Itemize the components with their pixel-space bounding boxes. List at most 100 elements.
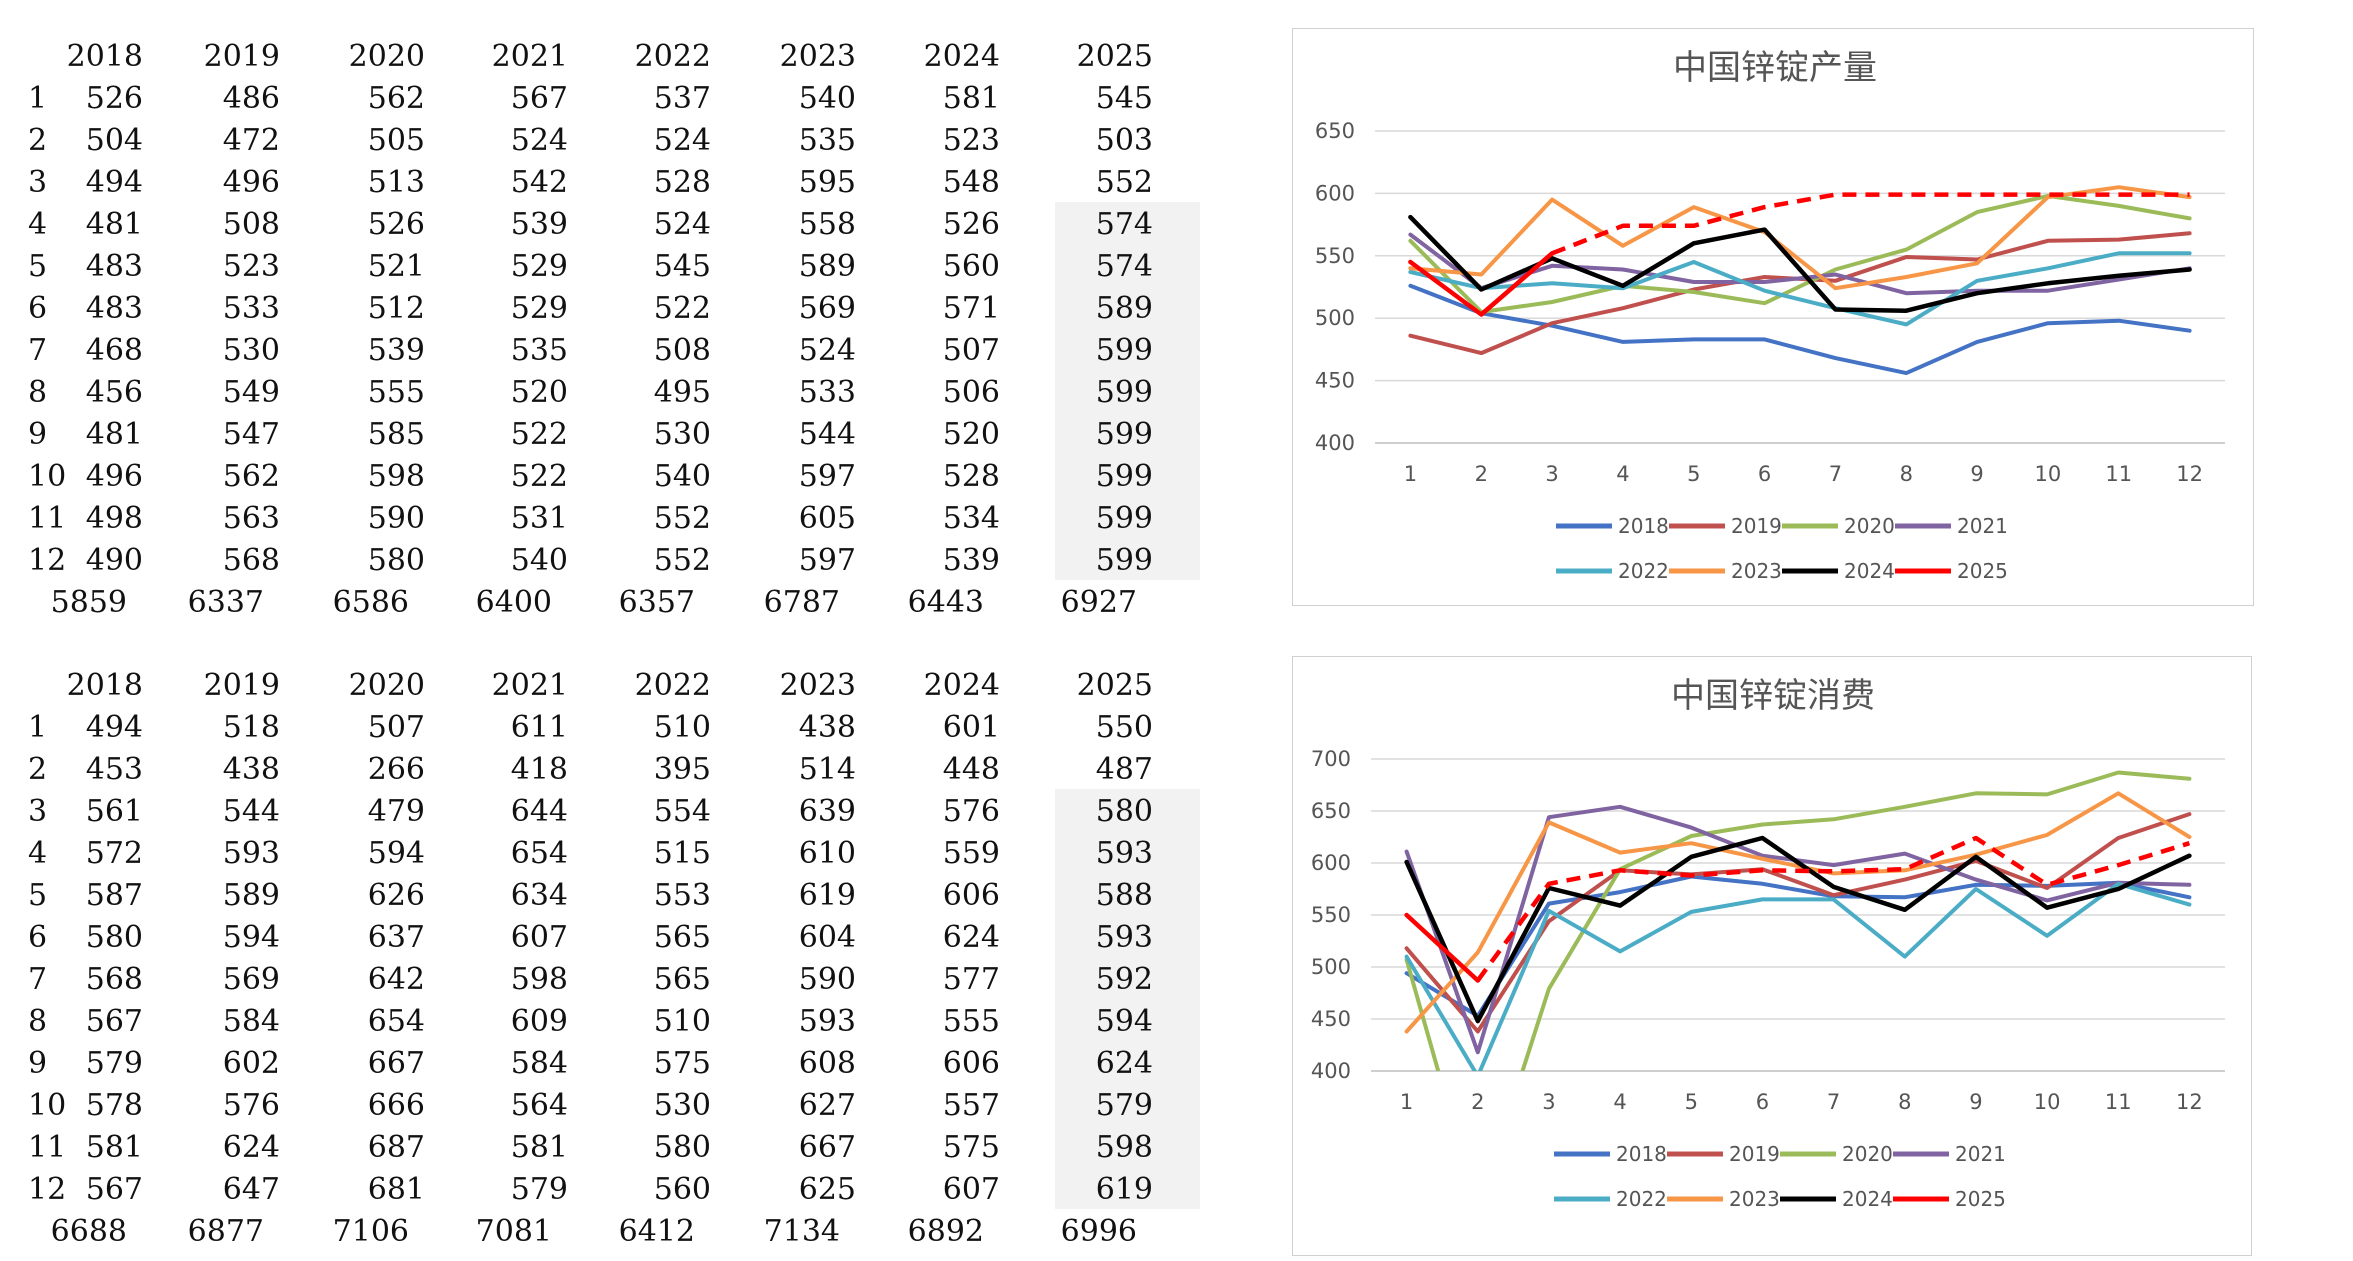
table-cell: 681 — [368, 1172, 425, 1207]
table-cell: 483 — [86, 291, 143, 326]
table-cell: 526 — [368, 207, 425, 242]
x-tick-label: 9 — [1969, 1090, 1982, 1114]
series-line-2025 — [1408, 251, 1555, 317]
row-label: 12 — [28, 1172, 66, 1207]
series-line-2021 — [1408, 232, 2192, 296]
table-cell: 654 — [368, 1004, 425, 1039]
total-cell: 6412 — [619, 1214, 695, 1249]
legend-label: 2023 — [1731, 559, 1782, 583]
x-tick-label: 4 — [1613, 1090, 1626, 1114]
legend-label: 2021 — [1957, 514, 2008, 538]
total-cell: 5859 — [51, 585, 127, 620]
total-cell: 6877 — [188, 1214, 264, 1249]
table-cell: 558 — [799, 207, 856, 242]
table-cell: 598 — [511, 962, 568, 997]
table-cell: 624 — [943, 920, 1000, 955]
table-cell: 595 — [799, 165, 856, 200]
x-tick-label: 9 — [1970, 462, 1983, 486]
table-cell: 514 — [799, 752, 856, 787]
x-tick-label: 12 — [2176, 1090, 2203, 1114]
x-tick-label: 5 — [1685, 1090, 1698, 1114]
table-cell: 540 — [799, 81, 856, 116]
table-cell: 496 — [86, 459, 143, 494]
series-line-2025-forecast — [1551, 192, 2190, 256]
y-tick-label: 500 — [1315, 306, 1355, 330]
table-cell: 545 — [1096, 81, 1153, 116]
table-cell: 639 — [799, 794, 856, 829]
x-tick-label: 11 — [2105, 462, 2132, 486]
consumption-chart[interactable]: 中国锌锭消费 400 450 500 550 600 650 700 1 2 3 4 5 6 7 8 9 10 11… — [1292, 656, 2252, 1256]
series-line-2022 — [1404, 881, 2192, 1071]
table-cell: 266 — [368, 752, 425, 787]
table-cell: 520 — [943, 417, 1000, 452]
row-label: 6 — [28, 920, 47, 955]
row-label: 2 — [28, 123, 47, 158]
y-tick-label: 700 — [1311, 747, 1351, 771]
row-label: 12 — [28, 543, 66, 578]
legend-label: 2018 — [1618, 514, 1669, 538]
table-cell: 577 — [943, 962, 1000, 997]
x-tick-label: 11 — [2105, 1090, 2132, 1114]
table-cell: 562 — [368, 81, 425, 116]
table-cell: 468 — [86, 333, 143, 368]
row-label: 1 — [28, 710, 47, 745]
row-label: 9 — [28, 417, 47, 452]
table-cell: 580 — [368, 543, 425, 578]
table-cell: 508 — [223, 207, 280, 242]
table-cell: 535 — [511, 333, 568, 368]
column-header: 2021 — [492, 39, 568, 74]
table-cell: 565 — [654, 920, 711, 955]
table-cell: 555 — [943, 1004, 1000, 1039]
table-cell: 549 — [223, 375, 280, 410]
table-cell: 581 — [86, 1130, 143, 1165]
table-cell: 598 — [1096, 1130, 1153, 1165]
series-line-2021 — [1404, 804, 2192, 1055]
row-label: 7 — [28, 962, 47, 997]
table-cell: 548 — [943, 165, 1000, 200]
table-cell: 598 — [368, 459, 425, 494]
table-cell: 571 — [943, 291, 1000, 326]
table-cell: 530 — [654, 1088, 711, 1123]
total-cell: 6996 — [1061, 1214, 1137, 1249]
table-cell: 593 — [799, 1004, 856, 1039]
total-cell: 6357 — [619, 585, 695, 620]
table-cell: 522 — [511, 417, 568, 452]
column-header: 2025 — [1077, 39, 1153, 74]
table-cell: 498 — [86, 501, 143, 536]
table-cell: 579 — [86, 1046, 143, 1081]
table-cell: 574 — [1096, 249, 1153, 284]
table-cell: 515 — [654, 836, 711, 871]
row-label: 11 — [28, 501, 66, 536]
series-line-2023 — [1404, 791, 2192, 1034]
y-tick-label: 600 — [1311, 851, 1351, 875]
table-cell: 563 — [223, 501, 280, 536]
production-chart[interactable]: 中国锌锭产量 400 450 500 550 600 650 1 2 3 4 5 6 7 8 9 10 11 12 2… — [1292, 28, 2254, 606]
legend-label: 2025 — [1955, 1187, 2006, 1211]
table-cell: 567 — [511, 81, 568, 116]
column-header: 2019 — [204, 668, 280, 703]
table-cell: 642 — [368, 962, 425, 997]
consumption-table-grid: 2018 2019 2020 2021 2022 2023 2024 2025 1 494 518 5… — [28, 668, 1200, 1249]
table-cell: 575 — [654, 1046, 711, 1081]
column-header: 2023 — [780, 39, 856, 74]
table-cell: 518 — [223, 710, 280, 745]
column-header: 2022 — [635, 668, 711, 703]
table-cell: 599 — [1096, 543, 1153, 578]
table-cell: 495 — [654, 375, 711, 410]
y-tick-label: 600 — [1315, 181, 1355, 205]
table-cell: 568 — [223, 543, 280, 578]
column-header: 2019 — [204, 39, 280, 74]
table-cell: 597 — [799, 459, 856, 494]
row-label: 5 — [28, 249, 47, 284]
table-cell: 580 — [86, 920, 143, 955]
table-cell: 587 — [86, 878, 143, 913]
table-cell: 561 — [86, 794, 143, 829]
table-cell: 647 — [223, 1172, 280, 1207]
total-cell: 6400 — [476, 585, 552, 620]
y-tick-label: 650 — [1315, 119, 1355, 143]
chart-title: 中国锌锭产量 — [1673, 48, 1877, 88]
table-cell: 529 — [511, 249, 568, 284]
y-tick-label: 550 — [1315, 244, 1355, 268]
x-tick-label: 6 — [1756, 1090, 1769, 1114]
